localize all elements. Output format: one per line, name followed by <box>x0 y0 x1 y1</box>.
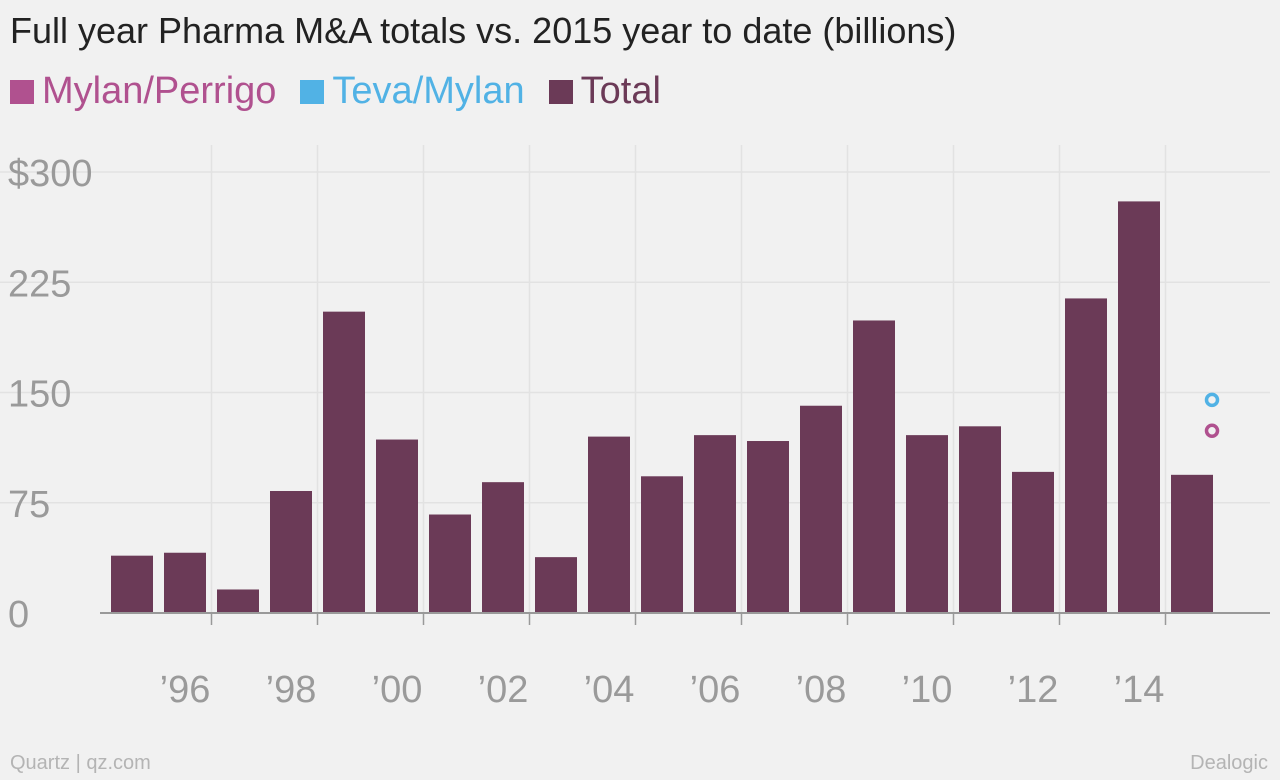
x-tick-label: ’06 <box>690 669 741 711</box>
y-tick-label: 0 <box>8 594 29 636</box>
bar-total <box>111 555 153 613</box>
x-axis: ’96 ’98 ’00 ’02 ’04 ’06 ’08 ’10 ’12 ’14 <box>100 612 1270 711</box>
x-tick-label: ’08 <box>796 669 847 711</box>
legend-item-mylan-perrigo: Mylan/Perrigo <box>10 70 276 113</box>
legend-item-total: Total <box>548 70 661 113</box>
legend-item-teva-mylan: Teva/Mylan <box>300 70 525 113</box>
y-tick-labels: 0 75 150 225 $300 <box>8 153 93 636</box>
bar-total <box>270 490 312 613</box>
bar-total <box>1118 201 1160 613</box>
bar-total <box>376 439 418 613</box>
x-tick-label: ’10 <box>902 669 953 711</box>
legend-swatch-mylan-perrigo <box>10 79 34 104</box>
bar-total <box>747 441 789 613</box>
data-source: Dealogic <box>1190 752 1268 774</box>
bar-total <box>800 405 842 613</box>
y-tick-label: $300 <box>8 153 93 195</box>
bar-total <box>588 436 630 613</box>
bar-total <box>164 552 206 613</box>
marker-mylan-perrigo <box>1204 423 1220 438</box>
gridlines <box>0 145 1270 613</box>
x-tick-label: ’96 <box>160 669 211 711</box>
bar-total <box>1012 471 1054 613</box>
x-tick-label: ’02 <box>478 669 529 711</box>
markers <box>1204 392 1220 438</box>
x-tick-label: ’00 <box>372 669 423 711</box>
bar-total <box>853 320 895 613</box>
bar-total <box>641 476 683 613</box>
y-tick-label: 150 <box>8 374 71 416</box>
bar-total <box>323 311 365 613</box>
y-tick-label: 75 <box>8 484 50 526</box>
legend-swatch-total <box>548 79 573 104</box>
bar-total <box>906 435 948 613</box>
bar-total <box>482 482 524 613</box>
bar-total <box>694 435 736 613</box>
legend: Mylan/Perrigo Teva/Mylan Total <box>10 70 685 113</box>
bar-total <box>1065 298 1107 613</box>
y-tick-label: 225 <box>8 263 71 305</box>
legend-swatch-teva-mylan <box>300 79 325 104</box>
x-tick-label: ’14 <box>1114 669 1165 711</box>
bar-total <box>1171 474 1213 613</box>
bar-total <box>429 514 471 613</box>
x-tick-label: ’12 <box>1008 669 1059 711</box>
x-tick-label: ’04 <box>584 669 635 711</box>
bar-total <box>217 589 259 613</box>
bar-total <box>959 426 1001 613</box>
bars <box>111 201 1213 613</box>
bar-total <box>535 557 577 613</box>
marker-teva-mylan <box>1204 392 1220 408</box>
legend-label-mylan-perrigo: Mylan/Perrigo <box>42 70 277 112</box>
legend-label-teva-mylan: Teva/Mylan <box>332 70 525 112</box>
legend-label-total: Total <box>580 70 661 112</box>
x-tick-label: ’98 <box>266 669 317 711</box>
chart-title: Full year Pharma M&A totals vs. 2015 yea… <box>10 10 957 51</box>
source-credit: Quartz | qz.com <box>10 752 151 774</box>
